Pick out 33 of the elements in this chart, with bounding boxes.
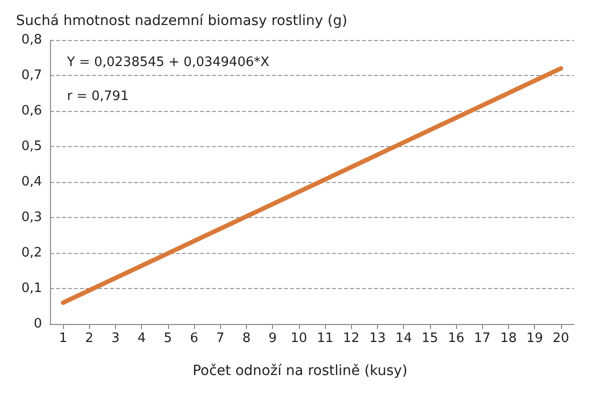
x-tick-label: 7: [216, 331, 224, 346]
y-tick-label: 0,2: [21, 246, 42, 260]
x-tick-label: 1: [58, 331, 68, 346]
x-tick-label: 12: [343, 331, 360, 346]
y-axis-title: Suchá hmotnost nadzemní biomasy rostliny (g): [16, 13, 348, 29]
y-tick-label: 0,5: [21, 139, 42, 154]
y-tick-label: 0,1: [21, 281, 42, 296]
y-tick-label: 0,3: [21, 210, 42, 225]
y-tick-label: 0,8: [21, 32, 42, 48]
x-tick-label: 6: [190, 331, 198, 346]
x-tick-label: 16: [448, 331, 464, 346]
y-tick-label: 0,4: [21, 174, 42, 190]
x-tick-label: 19: [526, 331, 543, 346]
x-tick-label: 10: [290, 331, 308, 346]
y-tick-label: 0,7: [21, 68, 42, 83]
x-tick-label: 9: [268, 331, 277, 346]
x-tick-label: 3: [111, 331, 120, 346]
x-tick-label: 15: [422, 331, 438, 346]
x-tick-label: 18: [500, 331, 517, 346]
y-tick-label: 0,6: [21, 104, 42, 118]
x-tick-label: 17: [474, 331, 491, 346]
x-tick-label: 2: [85, 331, 94, 346]
x-tick-label: 13: [369, 331, 386, 346]
y-tick-label: 0: [34, 316, 42, 332]
annotation: Y = 0,0238545 + 0,0349406*X: [66, 55, 270, 70]
x-tick-label: 4: [138, 331, 146, 346]
annotation: r = 0,791: [67, 89, 129, 104]
x-tick-label: 5: [164, 331, 172, 346]
x-axis-title: Počet odnoží na rostlině (kusy): [192, 363, 408, 379]
x-tick-label: 11: [316, 331, 334, 346]
x-tick-label: 8: [242, 331, 251, 346]
x-tick-label: 20: [552, 331, 570, 346]
x-tick-label: 14: [395, 331, 412, 346]
